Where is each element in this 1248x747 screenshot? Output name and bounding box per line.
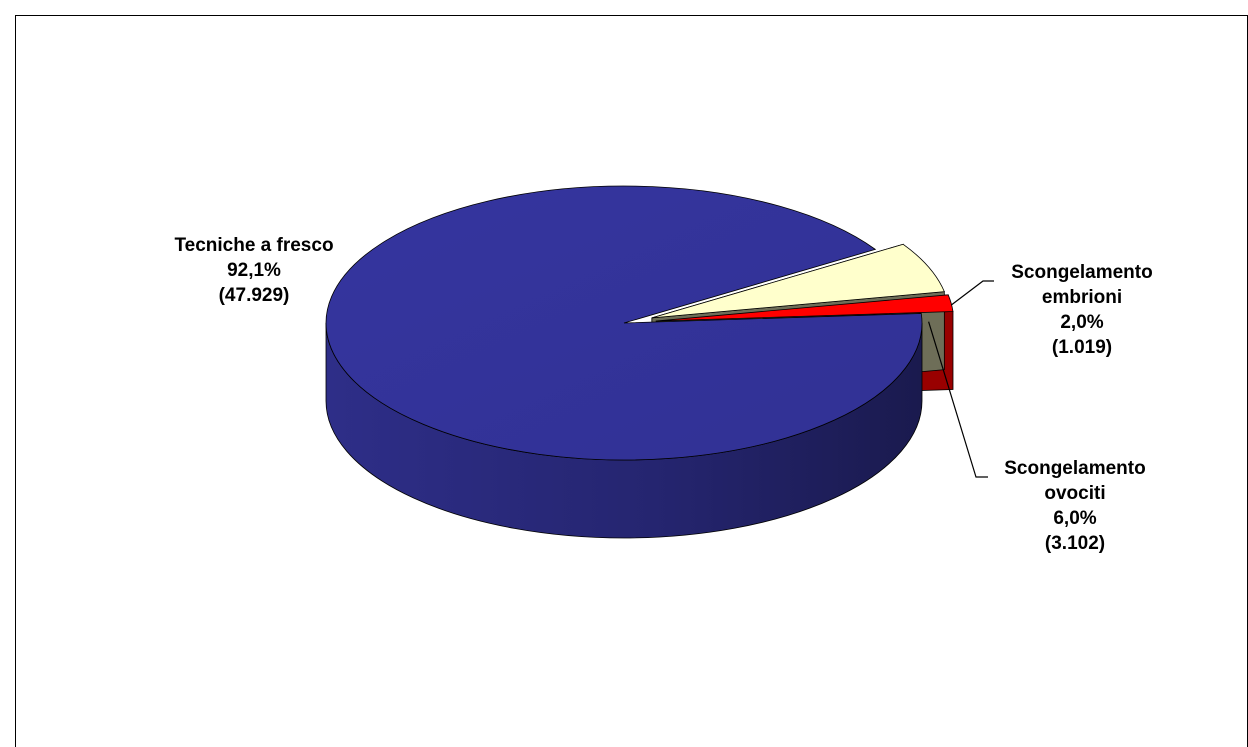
pie-slice-scongelamento-ovociti <box>651 243 945 319</box>
label-tecniche-name: Tecniche a fresco <box>174 235 333 256</box>
label-embrioni-name-line2: embrioni <box>1042 287 1122 308</box>
label-tecniche-count: (47.929) <box>219 285 290 306</box>
label-ovociti-percent: 6,0% <box>1053 508 1096 529</box>
label-embrioni-name-line1: Scongelamento <box>1011 262 1152 283</box>
pie-slice-scongelamento-embrioni <box>655 294 954 322</box>
label-embrioni-count: (1.019) <box>1052 337 1112 358</box>
leader-line-embrioni <box>950 280 994 306</box>
label-tecniche-percent: 92,1% <box>227 260 281 281</box>
label-ovociti-name-line1: Scongelamento <box>1004 458 1145 479</box>
pie-top-layer <box>325 185 954 461</box>
leader-lines <box>928 280 994 478</box>
label-scongelamento-embrioni: Scongelamento embrioni 2,0% (1.019) <box>1011 262 1152 358</box>
leader-line-ovociti <box>928 321 988 478</box>
label-scongelamento-ovociti: Scongelamento ovociti 6,0% (3.102) <box>1004 458 1145 554</box>
label-embrioni-percent: 2,0% <box>1060 312 1103 333</box>
label-tecniche-a-fresco: Tecniche a fresco 92,1% (47.929) <box>174 235 333 306</box>
pie-slice-tecniche-a-fresco <box>325 185 923 461</box>
label-ovociti-name-line2: ovociti <box>1044 483 1105 504</box>
label-ovociti-count: (3.102) <box>1045 533 1105 554</box>
